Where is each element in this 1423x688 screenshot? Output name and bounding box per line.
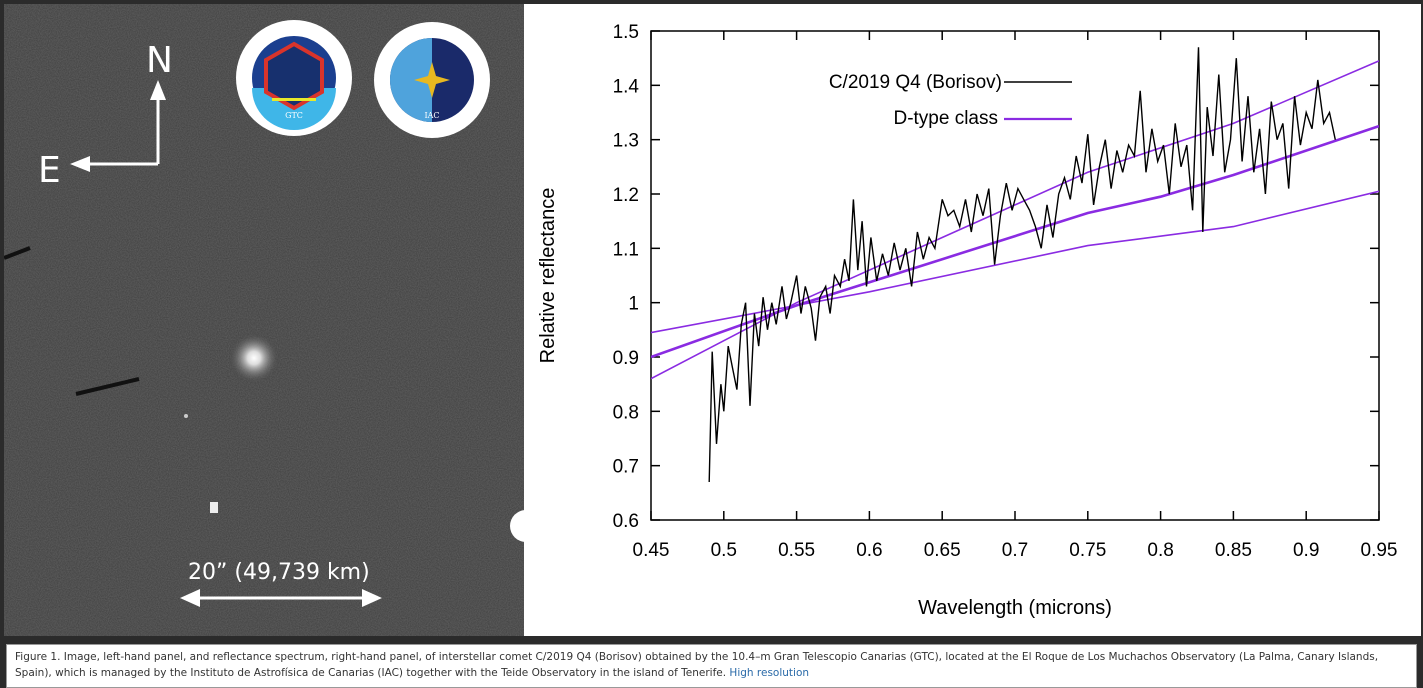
- y-tick-label: 1.1: [613, 239, 639, 260]
- bright-star: [510, 510, 524, 542]
- x-tick-label: 0.5: [711, 540, 737, 561]
- figure-caption: Figure 1. Image, left-hand panel, and re…: [6, 644, 1417, 688]
- high-resolution-link[interactable]: High resolution: [729, 667, 810, 679]
- x-tick-label: 0.95: [1361, 540, 1398, 561]
- y-tick-label: 0.9: [613, 348, 639, 369]
- svg-text:IAC: IAC: [424, 111, 439, 120]
- y-tick-label: 1.5: [613, 22, 639, 43]
- star: [184, 414, 188, 418]
- y-tick-label: 0.8: [613, 402, 639, 423]
- caption-text: Figure 1. Image, left-hand panel, and re…: [15, 651, 1379, 679]
- comet-nucleus: [228, 332, 280, 384]
- compass-arrows: [70, 80, 166, 172]
- y-tick-label: 0.6: [613, 511, 639, 532]
- gtc-logo: GTC: [236, 20, 352, 136]
- x-tick-label: 0.8: [1147, 540, 1173, 561]
- x-tick-label: 0.7: [1002, 540, 1028, 561]
- y-tick-label: 1.4: [613, 76, 640, 97]
- x-tick-label: 0.9: [1293, 540, 1319, 561]
- x-tick-label: 0.65: [924, 540, 961, 561]
- scale-label: 20” (49,739 km): [188, 560, 370, 585]
- star-trail: [75, 377, 140, 396]
- y-tick-label: 1.3: [613, 131, 639, 152]
- spectrum-chart-panel: 0.45 0.5 0.55 0.6 0.65 0.7 0.75 0.8 0.85 0.9 0.95 0…: [524, 4, 1421, 636]
- legend-label: C/2019 Q4 (Borisov): [829, 72, 1002, 93]
- y-tick-label: 1: [628, 294, 639, 315]
- sky-image: GTC IAC: [4, 4, 524, 636]
- x-tick-label: 0.55: [778, 540, 815, 561]
- x-tick-label: 0.75: [1069, 540, 1106, 561]
- borisov-spectrum-line: [708, 47, 1336, 483]
- legend-label: D-type class: [893, 108, 998, 129]
- plot-frame: [650, 30, 1380, 521]
- d-type-class-line: [651, 190, 1379, 334]
- east-label: E: [38, 150, 61, 191]
- svg-text:GTC: GTC: [285, 111, 303, 120]
- x-axis-label: Wavelength (microns): [918, 597, 1112, 619]
- d-type-class-line: [651, 60, 1379, 380]
- x-tick-label: 0.85: [1215, 540, 1252, 561]
- reflectance-chart: 0.45 0.5 0.55 0.6 0.65 0.7 0.75 0.8 0.85 0.9 0.95 0…: [537, 22, 1398, 619]
- star-trail: [4, 246, 31, 260]
- star: [210, 502, 218, 513]
- x-tick-label: 0.6: [856, 540, 882, 561]
- iac-logo: IAC: [374, 22, 490, 138]
- north-label: N: [146, 40, 173, 81]
- y-tick-label: 1.2: [613, 185, 639, 206]
- x-tick-label: 0.45: [633, 540, 670, 561]
- comet-image-panel: GTC IAC N E 20” (49,739 km): [4, 4, 524, 636]
- y-tick-label: 0.7: [613, 457, 639, 478]
- scale-bar: [180, 589, 382, 607]
- y-axis-label: Relative reflectance: [537, 188, 559, 364]
